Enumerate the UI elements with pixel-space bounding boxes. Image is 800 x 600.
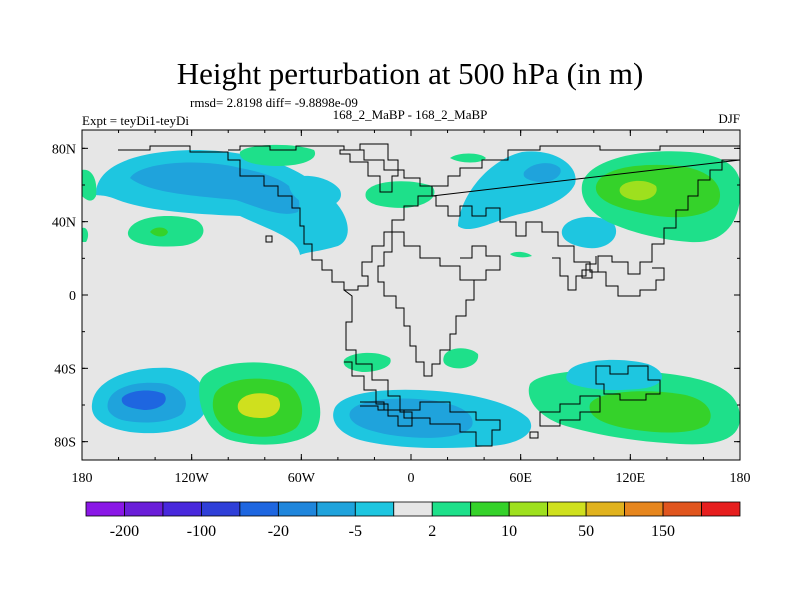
colorbar-labels: -200 -100 -20 -5 2 10 50 150	[110, 523, 675, 540]
colorbar-box	[162, 501, 202, 517]
colorbar-box	[85, 501, 125, 517]
coastline-islands	[265, 235, 593, 439]
contour-nh-pacific-blue2	[130, 162, 300, 214]
contour-sh-indian-green2	[589, 391, 711, 433]
stats-label: rmsd= 2.8198 diff= -9.8898e-09	[190, 95, 358, 110]
x-tick-label: 180	[730, 471, 751, 486]
x-tick-label: 60E	[509, 471, 532, 486]
coastlines	[118, 143, 740, 447]
season-label: DJF	[718, 111, 740, 126]
chart-title: Height perturbation at 500 hPa (in m)	[177, 56, 644, 91]
colorbar-box	[431, 501, 472, 517]
coastline-greenland	[339, 143, 399, 193]
coastline-south-america	[343, 289, 413, 427]
colorbar-box	[547, 501, 587, 517]
colorbar-tick-label: 50	[578, 523, 594, 540]
axis-ticks	[81, 130, 741, 460]
colorbar-tick-label: 10	[501, 523, 517, 540]
colorbar-box	[201, 501, 241, 517]
contour-sh-pacific-yellow	[237, 393, 281, 418]
colorbar-box	[277, 501, 318, 517]
colorbar-tick-label: 2	[428, 523, 436, 540]
colorbar-box	[701, 501, 741, 517]
colorbar-tick-label: 150	[651, 523, 675, 540]
contour-nh-asia-blue	[561, 216, 617, 249]
contour-sh-pacific-blue3	[121, 390, 166, 410]
coastline-north-america	[118, 145, 433, 291]
expt-label: Expt = teyDi1-teyDi	[82, 113, 189, 128]
contour-nh-eurasia-blue2	[523, 163, 561, 183]
colorbar	[85, 501, 741, 517]
contour-nh-edge-green	[82, 169, 97, 201]
y-tick-label: 0	[69, 289, 76, 304]
colorbar-box	[393, 501, 433, 517]
contour-nh-pac-green2	[150, 227, 168, 237]
coastline-africa	[377, 231, 475, 377]
x-tick-label: 120W	[175, 471, 210, 486]
colorbar-tick-label: -200	[110, 523, 139, 540]
colorbar-box	[662, 501, 702, 517]
contour-nh-arctic-green2	[450, 153, 486, 163]
colorbar-box	[508, 501, 549, 517]
colorbar-box	[124, 501, 164, 517]
x-tick-label: 60W	[288, 471, 316, 486]
contour-nh-siberia-green2	[595, 164, 721, 218]
coastline-india	[552, 256, 597, 291]
contour-nh-edge-green2	[82, 227, 89, 242]
colorbar-box	[585, 501, 625, 517]
coastline-arabia	[460, 245, 501, 281]
coastline-eurasia	[431, 145, 740, 275]
contour-sh-samerica-green	[343, 352, 391, 372]
colorbar-tick-label: -20	[268, 523, 289, 540]
y-tick-label: 40S	[54, 362, 76, 377]
colorbar-tick-label: -5	[349, 523, 362, 540]
contour-nh-china-green	[510, 251, 532, 258]
colorbar-box	[354, 501, 395, 517]
y-tick-label: 80N	[52, 142, 76, 157]
x-tick-label: 120E	[616, 471, 646, 486]
contour-nh-atl-green	[365, 181, 435, 208]
coastline-australia	[595, 365, 661, 401]
x-tick-label: 0	[408, 471, 415, 486]
contour-nh-atlantic-blue	[289, 175, 341, 208]
colorbar-box	[316, 501, 356, 517]
coastline-seasia	[598, 267, 665, 297]
colorbar-box	[624, 501, 664, 517]
contour-nh-siberia-yellow	[619, 180, 657, 201]
y-tick-label: 40N	[52, 216, 76, 231]
contour-sh-safrica-green	[443, 348, 479, 369]
contour-sh-indian-blue	[566, 359, 663, 391]
axis-tick-labels: 180 120W 60W 0 60E 120E 180 80N 40N 0 40S 80S	[52, 142, 751, 486]
y-tick-label: 80S	[54, 436, 76, 451]
colorbar-box	[470, 501, 510, 517]
run-label: 168_2_MaBP - 168_2_MaBP	[333, 107, 488, 122]
x-tick-label: 180	[72, 471, 93, 486]
coastline-antarctica	[360, 395, 601, 447]
colorbar-box	[239, 501, 279, 517]
colorbar-tick-label: -100	[187, 523, 216, 540]
